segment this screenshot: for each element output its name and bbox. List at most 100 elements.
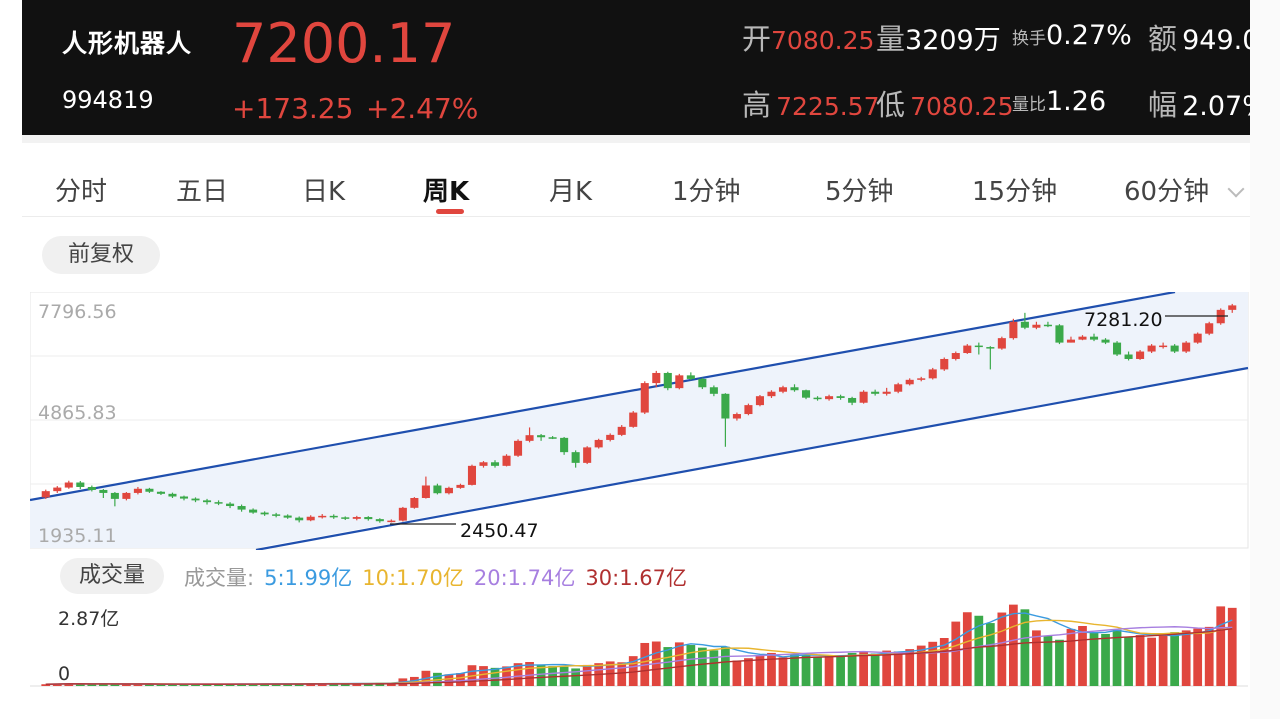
tab-60min[interactable]: 60分钟: [1124, 177, 1210, 207]
adjust-mode-button[interactable]: 前复权: [42, 236, 160, 274]
volume-indicator-button[interactable]: 成交量: [60, 558, 164, 594]
tab-intraday[interactable]: 分时: [55, 177, 108, 207]
candle: [64, 482, 73, 488]
candle: [801, 390, 811, 398]
volume-chart[interactable]: 2.87亿 0: [30, 598, 1250, 690]
chevron-down-icon[interactable]: [1227, 180, 1245, 198]
candle: [1113, 342, 1122, 355]
volume-bar: [744, 658, 753, 686]
candle: [272, 514, 281, 516]
candle: [490, 462, 500, 466]
tab-1min[interactable]: 1分钟: [672, 177, 741, 207]
volume-bar: [145, 684, 154, 686]
candle: [525, 435, 534, 441]
candle: [848, 397, 857, 403]
volume-label: 量: [876, 22, 906, 56]
candle: [295, 517, 304, 521]
tab-five-day[interactable]: 五日: [176, 177, 229, 207]
volume-tick-zero: 0: [58, 663, 70, 685]
tab-weekly-k[interactable]: 周K: [423, 177, 470, 207]
page-left-margin: [0, 0, 22, 719]
candle: [537, 435, 546, 438]
volume-bar: [490, 667, 500, 686]
volume-ma10: 10:1.70亿: [362, 566, 464, 590]
candle: [709, 387, 718, 394]
tab-5min[interactable]: 5分钟: [825, 177, 894, 207]
volume-bar: [1158, 635, 1168, 686]
high-value: 7225.57: [776, 92, 880, 121]
volume-ratio-value: 1.26: [1046, 86, 1107, 117]
candle: [1205, 323, 1214, 334]
candle: [433, 485, 442, 494]
candle: [859, 391, 868, 403]
open-stat: 开7080.25: [742, 16, 874, 58]
volume-stat: 量3209万: [876, 16, 1001, 58]
volume-bar: [997, 612, 1007, 686]
high-stat: 高 7225.57: [742, 82, 880, 124]
volume-bar: [859, 652, 869, 686]
quote-header: 人形机器人 994819 7200.17 +173.25 +2.47% 开708…: [22, 0, 1250, 135]
candle: [583, 447, 592, 463]
volume-bar: [985, 623, 995, 686]
candlestick-chart[interactable]: 7796.56 4865.83 1935.11 7281.20 2450.47: [30, 292, 1250, 550]
volume-bar: [928, 641, 938, 686]
candle: [778, 387, 788, 392]
candle: [594, 439, 603, 448]
volume-bar: [513, 663, 523, 686]
high-annotation: 7281.20: [1084, 309, 1163, 331]
volume-bar: [801, 654, 811, 686]
candle: [341, 517, 350, 519]
low-value: 7080.25: [910, 92, 1014, 121]
volume-bar: [882, 650, 892, 686]
volume-ma20: 20:1.74亿: [473, 566, 576, 590]
candle: [1170, 345, 1179, 352]
volume-bar: [122, 684, 131, 686]
tab-15min[interactable]: 15分钟: [972, 177, 1058, 207]
volume-bar: [41, 684, 51, 686]
candle: [329, 515, 338, 518]
candle: [940, 358, 949, 370]
candle: [1182, 342, 1191, 352]
candle: [133, 488, 142, 493]
candle: [997, 338, 1006, 349]
candle: [1124, 354, 1133, 359]
candle: [202, 500, 212, 503]
volume-bar: [916, 645, 926, 686]
volume-bar: [1078, 626, 1087, 686]
volume-bar: [617, 662, 627, 686]
candle: [237, 506, 246, 510]
volume-bar: [767, 652, 776, 686]
volume-bar: [1227, 607, 1237, 686]
volume-bar: [663, 647, 673, 686]
upper-channel-line: [30, 292, 1176, 502]
volume-bar: [1181, 630, 1191, 686]
candle: [606, 434, 615, 440]
volume-bar: [571, 668, 581, 686]
volume-bar: [52, 683, 62, 686]
candle: [1193, 333, 1202, 343]
volume-bar: [214, 684, 223, 686]
tab-monthly-k[interactable]: 月K: [549, 177, 593, 207]
candle: [283, 515, 292, 518]
candle: [652, 372, 661, 384]
candle: [1136, 351, 1145, 359]
volume-bar: [329, 683, 339, 686]
candle: [617, 426, 626, 435]
lower-channel-line: [255, 366, 1249, 550]
volume-bar: [133, 683, 143, 686]
candle: [917, 378, 926, 380]
candle: [479, 462, 488, 466]
candle: [53, 487, 62, 492]
tab-daily-k[interactable]: 日K: [302, 177, 346, 207]
volume-bar: [1055, 639, 1064, 686]
volume-bar: [824, 656, 834, 686]
candle: [974, 345, 983, 348]
volume-bar: [1066, 628, 1076, 686]
low-label: 低: [876, 88, 906, 122]
volume-bar: [98, 683, 108, 686]
candle: [629, 412, 638, 427]
volume-bar: [836, 656, 845, 686]
volume-bar: [75, 683, 85, 686]
candle: [951, 353, 960, 359]
candle: [514, 440, 523, 456]
